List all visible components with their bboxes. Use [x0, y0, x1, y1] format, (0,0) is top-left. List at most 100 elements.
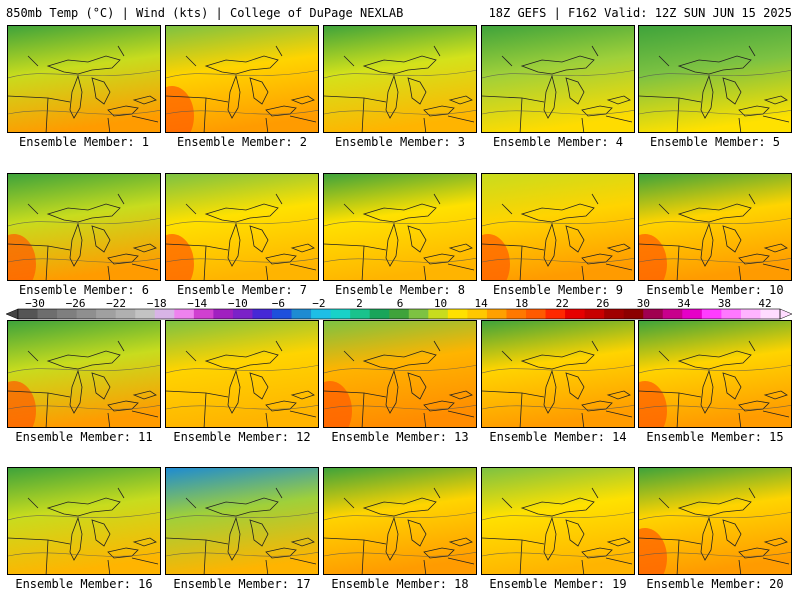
colorbar-tick-label: −14 [187, 297, 208, 310]
temperature-field-map [324, 174, 476, 280]
colorbar-segment [213, 309, 234, 319]
ensemble-member-caption: Ensemble Member: 2 [176, 135, 308, 149]
colorbar-segment [369, 309, 390, 319]
colorbar-tick-label: −6 [271, 297, 285, 310]
temperature-field-map [639, 26, 791, 132]
colorbar-segment [428, 309, 449, 319]
colorbar-segment [154, 309, 175, 319]
colorbar-tick-label: −22 [106, 297, 127, 310]
colorbar-tick-label: 38 [717, 297, 732, 310]
ensemble-member-caption: Ensemble Member: 14 [489, 430, 627, 444]
ensemble-member-caption: Ensemble Member: 9 [492, 283, 624, 297]
colorbar-segment [760, 309, 781, 319]
temperature-field-map [482, 26, 634, 132]
colorbar-segment [545, 309, 566, 319]
temperature-field-map [482, 468, 634, 574]
ensemble-panel [481, 173, 635, 281]
ensemble-panel [7, 320, 161, 428]
ensemble-panel [165, 320, 319, 428]
colorbar-segment [447, 309, 468, 319]
colorbar-segment [643, 309, 664, 319]
colorbar-tick-label: −10 [227, 297, 248, 310]
colorbar-segment [701, 309, 722, 319]
temperature-field-map [639, 321, 791, 427]
ensemble-panel [323, 320, 477, 428]
colorbar-segment [604, 309, 625, 319]
temperature-field-map [324, 468, 476, 574]
colorbar-tick-label: −18 [146, 297, 167, 310]
temperature-field-map [639, 174, 791, 280]
temperature-field-map [8, 26, 160, 132]
ensemble-panel [638, 320, 792, 428]
colorbar-segment [526, 309, 547, 319]
colorbar-segment [721, 309, 742, 319]
ensemble-panel [323, 467, 477, 575]
colorbar-segment [18, 309, 39, 319]
colorbar-segment [740, 309, 761, 319]
ensemble-member-caption: Ensemble Member: 7 [176, 283, 308, 297]
temperature-field-map [482, 321, 634, 427]
colorbar-tick-label: −30 [25, 297, 45, 310]
colorbar-segment [330, 309, 351, 319]
colorbar-tick-label: 26 [596, 297, 610, 310]
colorbar-segment [565, 309, 586, 319]
ensemble-member-caption: Ensemble Member: 3 [334, 135, 466, 149]
colorbar-segment [232, 309, 253, 319]
ensemble-panel [481, 467, 635, 575]
ensemble-panel [638, 173, 792, 281]
colorbar-segment [37, 309, 58, 319]
ensemble-member-caption: Ensemble Member: 10 [646, 283, 784, 297]
ensemble-member-caption: Ensemble Member: 12 [173, 430, 311, 444]
colorbar-tick-label: −26 [65, 297, 86, 310]
ensemble-panel [7, 173, 161, 281]
colorbar-tick-label: 18 [515, 297, 529, 310]
ensemble-panel [7, 25, 161, 133]
colorbar-segment [57, 309, 78, 319]
colorbar-tick-label: 22 [555, 297, 569, 310]
colorbar-segment [623, 309, 644, 319]
colorbar-segment [350, 309, 371, 319]
ensemble-member-caption: Ensemble Member: 20 [646, 577, 784, 591]
colorbar-tick-label: 10 [433, 297, 448, 310]
colorbar-tick-label: 42 [758, 297, 772, 310]
temperature-colorbar [6, 308, 792, 320]
colorbar-segment [291, 309, 312, 319]
colorbar-segment [272, 309, 293, 319]
map-title: 850mb Temp (°C) | Wind (kts) | College o… [6, 6, 404, 20]
ensemble-panel [638, 25, 792, 133]
colorbar-min-arrow [6, 308, 19, 320]
ensemble-member-caption: Ensemble Member: 13 [331, 430, 469, 444]
colorbar-segment [115, 309, 136, 319]
colorbar-segment [682, 309, 703, 319]
ensemble-member-caption: Ensemble Member: 18 [331, 577, 469, 591]
temperature-field-map [8, 321, 160, 427]
colorbar-segment [389, 309, 410, 319]
ensemble-panel [165, 173, 319, 281]
colorbar-segment [252, 309, 273, 319]
model-run-info: 18Z GEFS | F162 Valid: 12Z SUN JUN 15 20… [488, 6, 792, 20]
ensemble-member-caption: Ensemble Member: 4 [492, 135, 624, 149]
temperature-field-map [166, 26, 318, 132]
ensemble-panel [7, 467, 161, 575]
ensemble-member-caption: Ensemble Member: 6 [18, 283, 150, 297]
temperature-field-map [639, 468, 791, 574]
colorbar-segment [135, 309, 156, 319]
colorbar-segment [506, 309, 527, 319]
temperature-field-map [8, 174, 160, 280]
temperature-field-map [166, 321, 318, 427]
ensemble-member-caption: Ensemble Member: 11 [15, 430, 153, 444]
colorbar-tick-label: 14 [474, 297, 488, 310]
temperature-field-map [166, 174, 318, 280]
colorbar-segment [584, 309, 605, 319]
colorbar-segment [311, 309, 332, 319]
ensemble-member-caption: Ensemble Member: 15 [646, 430, 784, 444]
colorbar-segment [76, 309, 97, 319]
ensemble-member-caption: Ensemble Member: 19 [489, 577, 627, 591]
temperature-field-map [8, 468, 160, 574]
colorbar-max-arrow [779, 308, 792, 320]
temperature-field-map [324, 26, 476, 132]
colorbar-tick-label: 30 [636, 297, 650, 310]
colorbar-segment [662, 309, 683, 319]
colorbar-segment [486, 309, 507, 319]
ensemble-member-caption: Ensemble Member: 16 [15, 577, 153, 591]
